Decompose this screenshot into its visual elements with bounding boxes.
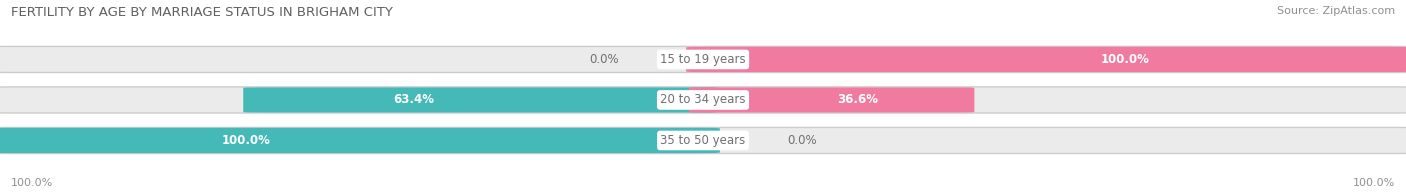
Text: 0.0%: 0.0% <box>787 134 817 147</box>
Text: Source: ZipAtlas.com: Source: ZipAtlas.com <box>1277 6 1395 16</box>
FancyBboxPatch shape <box>0 46 1406 73</box>
FancyBboxPatch shape <box>0 87 1406 113</box>
Text: 15 to 19 years: 15 to 19 years <box>661 53 745 66</box>
FancyBboxPatch shape <box>689 87 974 113</box>
Text: 100.0%: 100.0% <box>222 134 270 147</box>
Text: 36.6%: 36.6% <box>837 93 877 106</box>
FancyBboxPatch shape <box>0 128 720 153</box>
Text: 20 to 34 years: 20 to 34 years <box>661 93 745 106</box>
Text: 35 to 50 years: 35 to 50 years <box>661 134 745 147</box>
FancyBboxPatch shape <box>243 87 717 113</box>
Text: 100.0%: 100.0% <box>1101 53 1149 66</box>
Text: 0.0%: 0.0% <box>589 53 619 66</box>
Text: 100.0%: 100.0% <box>1353 178 1395 188</box>
FancyBboxPatch shape <box>0 127 1406 153</box>
FancyBboxPatch shape <box>686 47 1406 72</box>
Text: FERTILITY BY AGE BY MARRIAGE STATUS IN BRIGHAM CITY: FERTILITY BY AGE BY MARRIAGE STATUS IN B… <box>11 6 394 19</box>
Text: 63.4%: 63.4% <box>392 93 434 106</box>
Text: 100.0%: 100.0% <box>11 178 53 188</box>
